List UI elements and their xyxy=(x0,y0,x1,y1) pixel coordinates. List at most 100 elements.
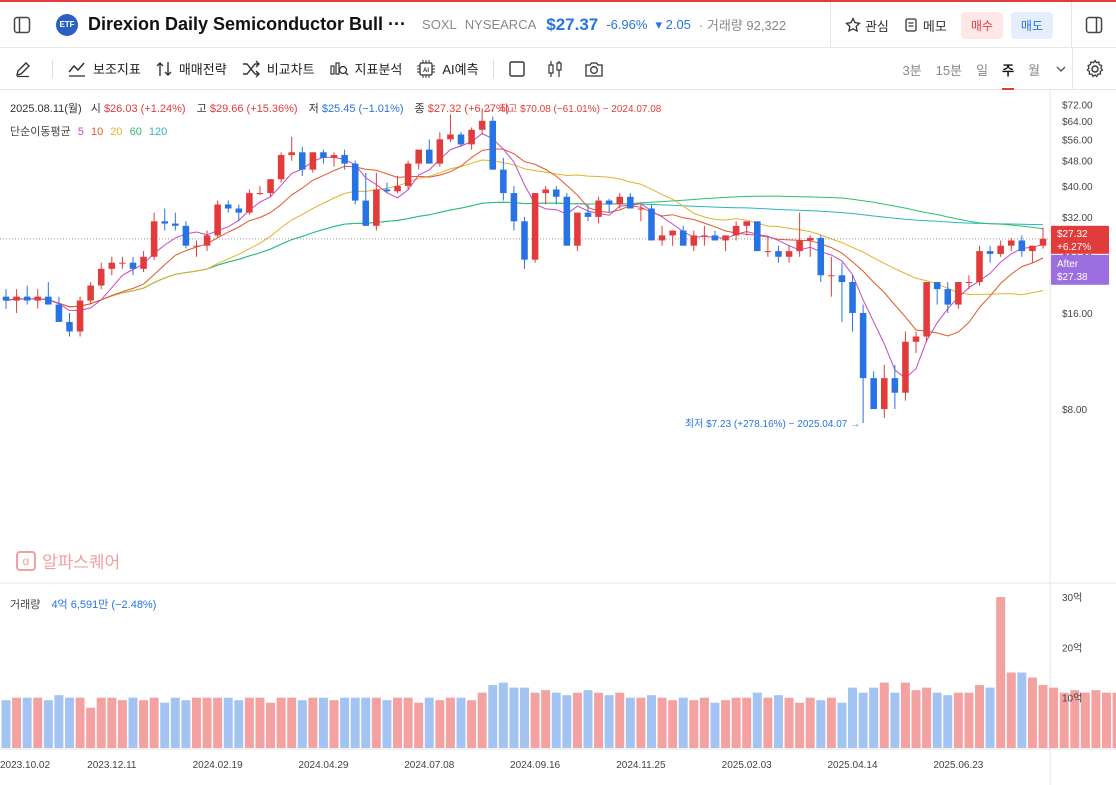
indicators-button[interactable]: 보조지표 xyxy=(67,59,141,78)
candle-body xyxy=(711,235,719,241)
candle-body xyxy=(552,189,560,197)
volume-bar xyxy=(572,692,582,748)
candle-body xyxy=(468,129,475,145)
candle-body xyxy=(754,221,761,252)
screenshot-button[interactable] xyxy=(584,60,610,78)
volume-bar xyxy=(784,697,794,748)
volume-bar xyxy=(996,597,1006,748)
strategy-button[interactable]: 매매전략 xyxy=(155,59,227,78)
period-daily[interactable]: 일 xyxy=(976,62,989,78)
volume-bar xyxy=(234,700,244,748)
ai-chip-icon: AI xyxy=(417,59,436,78)
volume-bar xyxy=(646,695,656,748)
time-tick-label: 2024.09.16 xyxy=(510,760,560,771)
volume-bar xyxy=(657,697,667,748)
ma-legend[interactable]: 단순이동평균 5 10 20 60 120 xyxy=(10,123,167,139)
candle-body xyxy=(150,221,158,257)
memo-button[interactable]: 메모 xyxy=(903,16,947,35)
price-tick-label: $72.00 xyxy=(1062,100,1093,111)
candle-body xyxy=(288,152,295,156)
volume-bar xyxy=(488,685,498,748)
volume-bar xyxy=(424,697,434,748)
time-tick-label: 2025.06.23 xyxy=(933,760,983,771)
volume-bar xyxy=(445,697,455,748)
volume-bar xyxy=(689,700,699,748)
period-weekly[interactable]: 주 xyxy=(1002,49,1015,90)
volume-bar xyxy=(170,697,180,748)
panel-toggle-icon[interactable] xyxy=(1072,2,1116,48)
candle-body xyxy=(955,282,962,305)
page-title[interactable]: Direxion Daily Semiconductor Bull ··· xyxy=(88,14,407,34)
volume-bar xyxy=(340,697,350,748)
candle-body xyxy=(214,204,221,236)
draw-tool-button[interactable] xyxy=(14,60,38,78)
ma-5: 5 xyxy=(77,126,84,138)
volume-bar xyxy=(414,702,424,748)
candle-body xyxy=(13,296,20,301)
open-label: 시 xyxy=(90,103,101,115)
candle-body xyxy=(129,262,137,269)
candlestick-icon xyxy=(547,60,562,77)
candle-body xyxy=(362,200,370,226)
volume-bar xyxy=(202,697,212,748)
volume-bar xyxy=(223,697,233,748)
volume-bar xyxy=(922,687,932,748)
candle-body xyxy=(161,221,169,224)
candle-body xyxy=(457,134,465,145)
low-value: $25.45 (−1.01%) xyxy=(321,103,404,115)
period-3min[interactable]: 3분 xyxy=(902,62,922,78)
candle-body xyxy=(637,208,645,210)
settings-button[interactable] xyxy=(1072,48,1116,90)
candle-body xyxy=(732,225,740,236)
candle-body xyxy=(648,208,655,241)
candle-body xyxy=(870,378,877,410)
watch-button[interactable]: 관심 xyxy=(845,16,889,35)
ai-forecast-button[interactable]: AI AI예측 xyxy=(416,59,479,79)
buy-button[interactable]: 매수 xyxy=(960,11,1003,39)
candle-body xyxy=(785,251,793,257)
sidebar-toggle-icon[interactable] xyxy=(0,2,44,48)
volume-bar xyxy=(773,695,783,748)
ma-20: 20 xyxy=(110,126,123,138)
ma-120: 120 xyxy=(148,126,168,138)
volume-bar xyxy=(266,702,276,748)
volume-bar xyxy=(594,692,604,748)
candle-body xyxy=(838,275,846,283)
candle-body xyxy=(1018,240,1026,252)
candle-body xyxy=(447,134,454,140)
volume-bar xyxy=(551,692,561,748)
volume-bar xyxy=(900,682,910,748)
candle-body xyxy=(500,169,507,194)
volume-bar xyxy=(869,687,879,748)
volume-bar xyxy=(985,687,995,748)
candle-body xyxy=(849,282,856,313)
candle-body xyxy=(45,296,52,305)
volume-bar xyxy=(953,692,963,748)
volume-bar xyxy=(393,697,403,748)
analysis-button[interactable]: 지표분석 xyxy=(329,59,402,78)
period-monthly[interactable]: 월 xyxy=(1028,62,1040,78)
price-change-pct: -6.96% xyxy=(606,17,648,32)
compare-button[interactable]: 비교차트 xyxy=(241,59,315,78)
candle-body xyxy=(341,155,348,164)
open-value: $26.03 (+1.24%) xyxy=(103,103,186,115)
candle-body xyxy=(627,196,634,209)
sell-button[interactable]: 매도 xyxy=(1010,11,1053,39)
high-label: 고 xyxy=(196,103,207,115)
ma-10-line xyxy=(5,148,1044,337)
ohlc-date: 2025.08.11(월) xyxy=(10,103,82,115)
volume-bar xyxy=(371,697,381,748)
candle-body xyxy=(722,235,729,241)
chart-type-button[interactable] xyxy=(546,60,570,78)
low-annotation: 최저 $7.23 (+278.16%) − 2025.04.07 → xyxy=(685,418,860,430)
chevron-down-icon[interactable] xyxy=(1056,62,1066,77)
candle-body xyxy=(1029,245,1036,252)
close-value: $27.32 (+6.27%) xyxy=(427,103,510,115)
candle-body xyxy=(574,212,581,246)
candle-body xyxy=(2,296,10,301)
period-15min[interactable]: 15분 xyxy=(935,62,963,78)
divider xyxy=(1071,2,1072,48)
price-chart[interactable]: $72.00$64.00$56.00$48.00$40.00$32.00$24.… xyxy=(0,90,1116,785)
layout-button[interactable] xyxy=(508,60,532,78)
volume-bar xyxy=(710,702,720,748)
